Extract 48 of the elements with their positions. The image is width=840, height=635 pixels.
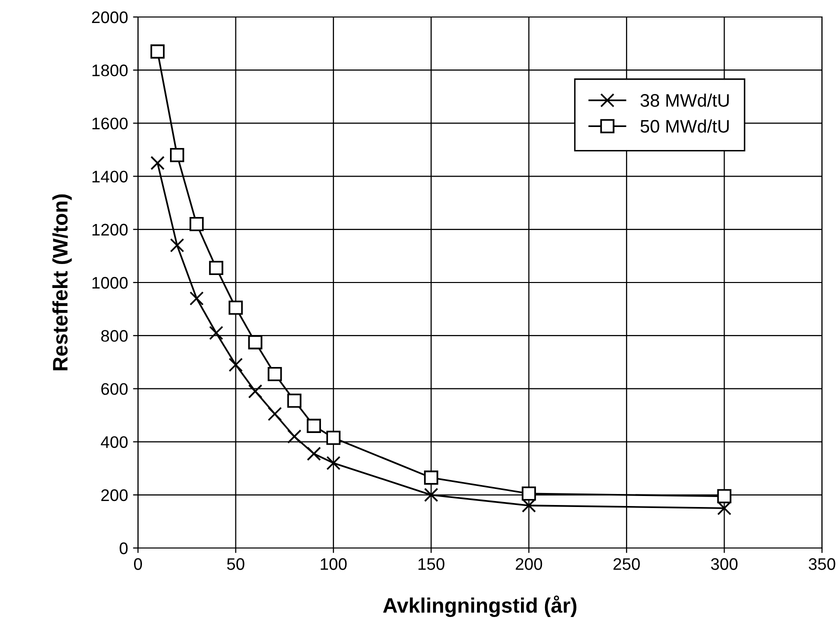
point <box>228 358 243 372</box>
point <box>326 430 341 445</box>
point <box>326 456 341 470</box>
point <box>209 260 224 275</box>
point <box>287 394 302 408</box>
point <box>306 446 321 461</box>
y-tick-label: 1200 <box>92 224 128 236</box>
point <box>209 326 224 340</box>
y-tick-label: 1400 <box>92 170 128 183</box>
legend-label: 50 MWd/tU <box>640 119 729 133</box>
point <box>190 217 204 232</box>
point <box>717 501 732 516</box>
x-tick-label: 300 <box>711 558 738 570</box>
x-tick-label: 200 <box>516 558 542 570</box>
y-tick-label: 400 <box>100 436 128 448</box>
y-tick-label: 1000 <box>92 276 128 289</box>
point <box>190 291 204 306</box>
point <box>717 489 732 504</box>
point <box>228 300 243 315</box>
y-tick-label: 0 <box>120 542 128 554</box>
point <box>150 44 165 59</box>
point <box>424 488 438 502</box>
y-tick-label: 200 <box>101 489 128 502</box>
y-tick-label: 1600 <box>92 118 128 130</box>
y-tick-label: 1800 <box>92 64 128 76</box>
point <box>306 418 321 433</box>
point <box>268 406 282 422</box>
x-tick-label: 150 <box>418 558 444 570</box>
point <box>248 384 262 398</box>
point <box>268 367 282 382</box>
point <box>170 148 184 162</box>
y-axis-title: Resteffekt (W/ton) <box>52 194 72 370</box>
x-axis-title: Avklingningstid (år) <box>383 595 576 618</box>
point <box>150 156 165 170</box>
x-tick-label: 100 <box>320 558 347 570</box>
point <box>287 429 302 444</box>
point <box>170 238 184 252</box>
y-tick-label: 2000 <box>92 11 128 24</box>
point <box>522 486 536 501</box>
x-tick-label: 0 <box>134 558 142 570</box>
point <box>424 470 438 485</box>
point <box>248 335 262 350</box>
y-tick-label: 800 <box>101 330 128 342</box>
legend-label: 38 MWd/tU <box>640 94 729 107</box>
x-tick-label: 350 <box>808 558 836 570</box>
y-tick-label: 600 <box>101 383 128 395</box>
x-tick-label: 50 <box>227 558 244 570</box>
x-tick-label: 250 <box>614 558 640 570</box>
